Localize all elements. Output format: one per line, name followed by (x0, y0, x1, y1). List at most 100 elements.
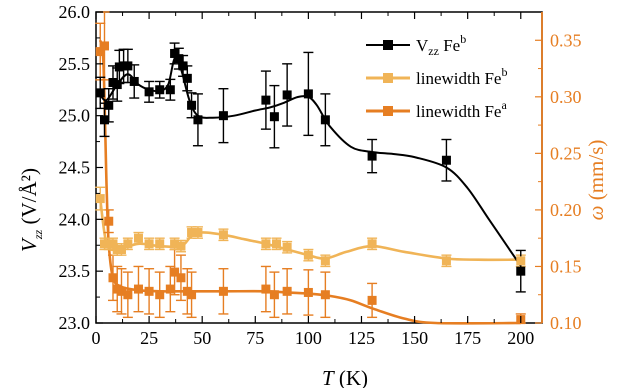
right-axis-title: ω (mm/s) (584, 140, 608, 221)
legend-entry-linewidth-feb: linewidth Feb (366, 65, 507, 88)
data-point-linewidth-feb (123, 239, 133, 249)
x-axis-title: T (K) (322, 366, 368, 388)
legend-entry-linewidth-fea: linewidth Fea (366, 98, 507, 121)
legend-feb-main: linewidth Fe (416, 69, 501, 88)
data-point-linewidth-feb (187, 228, 197, 238)
data-point-vzz (155, 85, 165, 95)
data-point-linewidth-feb (282, 242, 292, 252)
legend-label-vzz: Vzz Feb (416, 32, 466, 58)
data-point-linewidth-fea (108, 273, 118, 283)
data-point-vzz (99, 115, 109, 125)
data-point-linewidth-feb (116, 244, 126, 254)
data-point-linewidth-fea (165, 284, 175, 294)
data-point-linewidth-fea (99, 41, 109, 51)
data-point-linewidth-fea (133, 284, 143, 294)
data-point-vzz (182, 73, 192, 83)
legend-vzz-sub: zz (428, 44, 439, 58)
data-point-vzz (174, 54, 184, 64)
x-tick-label: 0 (92, 328, 101, 348)
data-point-linewidth-fea (123, 290, 133, 300)
data-point-linewidth-fea (320, 290, 330, 300)
x-tick-label: 50 (193, 328, 211, 348)
data-point-vzz (123, 61, 133, 71)
y-left-tick-label: 25.0 (59, 106, 91, 126)
data-point-linewidth-feb (155, 239, 165, 249)
data-point-linewidth-feb (272, 239, 282, 249)
data-point-linewidth-fea (367, 295, 377, 305)
x-tick-label: 175 (454, 328, 481, 348)
legend-vzz-main: V (416, 36, 429, 55)
data-point-linewidth-fea (218, 286, 228, 296)
data-point-linewidth-feb (144, 239, 154, 249)
x-label-main: T (322, 366, 335, 388)
legend-marker-linewidth-fea (383, 106, 393, 116)
data-point-vzz (269, 112, 279, 122)
data-point-linewidth-fea (144, 286, 154, 296)
legend-label-linewidth-feb: linewidth Feb (416, 65, 507, 88)
data-point-vzz (516, 266, 526, 276)
error-bars (95, 11, 526, 324)
data-point-linewidth-fea (155, 290, 165, 300)
y-right-tick-label: 0.10 (550, 313, 582, 333)
data-point-vzz (95, 88, 105, 98)
data-point-linewidth-fea (95, 47, 105, 57)
y-right-tick-label: 0.35 (550, 30, 582, 50)
x-tick-label: 150 (401, 328, 428, 348)
data-markers (95, 41, 526, 325)
data-point-vzz (320, 115, 330, 125)
data-point-linewidth-fea (187, 290, 197, 300)
y-right-tick-label: 0.20 (550, 200, 582, 220)
y-left-label-sub: zz (31, 229, 45, 240)
legend-fea-main: linewidth Fe (416, 102, 501, 121)
data-point-vzz (170, 48, 180, 58)
data-point-vzz (187, 100, 197, 110)
data-point-vzz (165, 85, 175, 95)
data-point-vzz (112, 80, 122, 90)
y-left-tick-label: 24.0 (59, 209, 91, 229)
data-point-linewidth-fea (116, 286, 126, 296)
data-point-linewidth-fea (261, 284, 271, 294)
data-point-vzz (303, 89, 313, 99)
data-point-vzz (129, 76, 139, 86)
x-label-unit: (K) (334, 366, 368, 388)
legend-label-linewidth-fea: linewidth Fea (416, 98, 507, 121)
x-tick-label: 75 (246, 328, 264, 348)
data-point-linewidth-feb (133, 233, 143, 243)
axes: 0 25 50 75 100 125 150 175 200 23.0 23.5 24.0 24.5 25… (59, 2, 582, 348)
fit-line-linewidth-feb (98, 198, 521, 262)
x-tick-label: 100 (295, 328, 322, 348)
y-left-tick-label: 23.5 (59, 261, 91, 281)
y-left-tick-label: 26.0 (59, 2, 91, 22)
y-right-tick-label: 0.30 (550, 87, 582, 107)
y-right-label-main: ω (584, 206, 608, 221)
data-point-linewidth-fea (104, 216, 114, 226)
x-tick-label: 200 (507, 328, 534, 348)
data-point-vzz (218, 111, 228, 121)
left-axis-title: Vzz (V/Å²) (17, 168, 45, 252)
svg-text:Vzz (V/Å²): Vzz (V/Å²) (17, 168, 45, 252)
legend-vzz-mid: Fe (439, 36, 460, 55)
data-point-linewidth-feb (176, 241, 186, 251)
data-point-linewidth-feb (303, 250, 313, 260)
data-point-vzz (193, 115, 203, 125)
data-point-vzz (178, 61, 188, 71)
data-point-linewidth-feb (218, 230, 228, 240)
plot-area (95, 11, 543, 324)
data-point-linewidth-feb (95, 194, 105, 204)
y-left-tick-label: 25.5 (59, 54, 91, 74)
y-left-tick-label: 24.5 (59, 158, 91, 178)
legend-vzz-sup: b (460, 32, 466, 46)
data-point-vzz (261, 95, 271, 105)
y-left-tick-label: 23.0 (59, 313, 91, 333)
data-point-linewidth-fea (269, 290, 279, 300)
legend-entry-vzz: Vzz Feb (366, 32, 466, 58)
legend-marker-vzz (383, 40, 393, 50)
data-point-linewidth-feb (367, 239, 377, 249)
data-point-linewidth-feb (516, 256, 526, 266)
data-point-linewidth-feb (193, 228, 203, 238)
plot-frame (95, 11, 543, 324)
data-point-linewidth-feb (320, 256, 330, 266)
data-point-linewidth-feb (108, 239, 118, 249)
y-left-label-main: V (17, 237, 41, 252)
data-point-linewidth-fea (282, 286, 292, 296)
